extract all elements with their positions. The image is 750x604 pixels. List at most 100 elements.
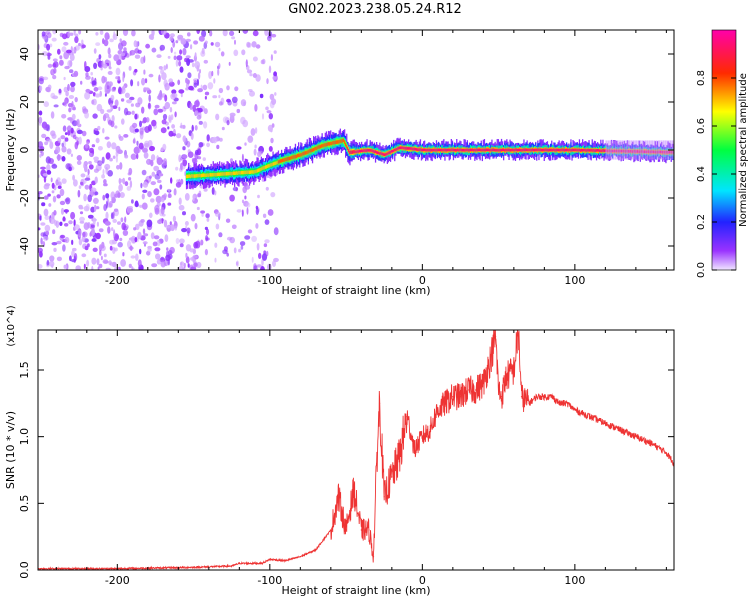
ridge-cell [360,149,362,153]
noise-speckle [108,119,113,126]
ridge-cell [446,148,448,152]
ridge-cell [210,173,212,177]
ridge-cell [402,146,404,150]
ridge-cell [331,141,333,146]
ridge-cell [228,171,230,176]
ridge-cell [445,148,447,152]
noise-speckle [77,229,82,238]
ridge-cell [297,153,299,158]
ridge-cell [221,172,223,176]
noise-speckle [117,50,123,55]
noise-speckle [226,85,230,91]
noise-speckle [192,194,195,202]
ridge-cell [447,148,449,152]
ridge-cell [294,154,297,159]
noise-speckle [252,30,259,37]
ridge-cell [285,157,287,162]
noise-speckle [160,147,164,152]
ridge-cell [603,149,605,152]
ridge-cell [561,148,563,152]
noise-speckle [120,217,124,223]
noise-speckle [53,67,57,74]
noise-speckle [122,30,129,36]
noise-speckle [261,253,268,261]
noise-speckle [144,143,149,148]
noise-speckle [52,95,59,100]
noise-speckle [81,44,86,49]
noise-speckle [166,247,169,251]
noise-speckle [92,247,98,252]
noise-speckle [74,33,79,38]
ridge-cell [535,148,537,152]
ridge-cell [219,172,221,177]
noise-speckle [164,101,171,110]
noise-speckle [204,91,210,96]
ridge-cell [357,150,360,153]
ridge-cell [586,149,588,152]
top-ytick-label: 0 [18,147,31,154]
noise-speckle [203,121,208,129]
noise-speckle [44,183,51,187]
noise-speckle [53,104,59,108]
noise-speckle [215,113,220,121]
ridge-cell [212,173,214,177]
noise-speckle [150,232,155,240]
ridge-cell [461,148,463,152]
ridge-cell [257,168,259,173]
noise-speckle [40,222,46,226]
noise-speckle [62,244,66,252]
ridge-cell [318,145,320,149]
ridge-cell [409,147,411,150]
top-ytick-label: 40 [18,47,31,61]
ridge-cell [367,149,369,152]
noise-speckle [104,84,107,92]
ridge-cell [403,146,405,150]
top-xtick-label: -100 [257,274,282,287]
noise-speckle [68,95,75,99]
noise-speckle [234,39,236,45]
ridge-cell [198,173,201,178]
ridge-cell [452,148,455,152]
ridge-cell [211,173,213,177]
noise-speckle [246,41,251,48]
noise-speckle [153,235,160,240]
snr-point [498,389,500,391]
noise-speckle [211,70,214,77]
noise-speckle [97,86,103,91]
ridge-cell [466,148,468,152]
noise-speckle [94,93,101,98]
ridge-cell [374,150,377,153]
noise-speckle [114,247,118,252]
noise-speckle [197,193,202,198]
noise-speckle [130,235,137,244]
noise-speckle [248,135,253,142]
noise-speckle [196,30,201,34]
noise-speckle [204,40,208,45]
ridge-cell [500,148,503,152]
noise-speckle [137,81,140,87]
snr-point [495,336,497,338]
ridge-cell [266,165,268,169]
ridge-cell [199,174,202,178]
noise-speckle [174,225,178,231]
noise-speckle [148,73,154,78]
ridge-cell [246,170,249,174]
noise-speckle [47,55,51,60]
ridge-cell [458,148,460,152]
noise-speckle [196,261,202,269]
noise-speckle [142,228,146,235]
noise-speckle [134,237,138,243]
ridge-cell [216,172,219,177]
noise-speckle [163,158,168,166]
ridge-halo [612,140,615,160]
colorbar-tick-label: 0.4 [696,166,707,182]
noise-speckle [189,102,193,111]
ridge-cell [534,148,536,152]
noise-speckle [130,103,134,107]
ridge-cell [435,148,438,152]
noise-speckle [52,74,57,80]
noise-speckle [150,159,154,167]
noise-speckle [58,181,62,187]
noise-speckle [95,32,99,36]
ridge-cell [185,174,188,179]
